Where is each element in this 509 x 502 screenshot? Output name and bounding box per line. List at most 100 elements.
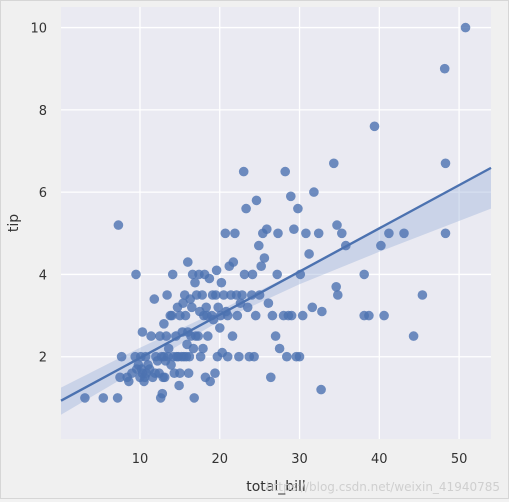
scatter-point-107 (222, 310, 233, 321)
scatter-point-45 (166, 360, 176, 370)
scatter-point-83 (198, 343, 208, 354)
scatter-point-40 (161, 331, 172, 341)
scatter-point-166 (341, 240, 351, 251)
scatter-point-59 (178, 298, 188, 309)
scatter-point-131 (256, 261, 266, 272)
scatter-point-7 (124, 376, 134, 387)
watermark: https://blog.csdn.net/weixin_41940785 (265, 480, 500, 494)
scatter-point-74 (189, 393, 199, 403)
scatter-point-96 (211, 290, 221, 300)
scatter-point-94 (208, 314, 219, 325)
scatter-point-155 (304, 249, 314, 259)
scatter-point-159 (316, 384, 326, 395)
scatter-point-82 (197, 290, 207, 300)
scatter-point-156 (307, 302, 318, 313)
scatter-point-87 (201, 302, 211, 313)
scatter-point-0 (80, 393, 90, 403)
scatter-point-180 (460, 22, 471, 33)
scatter-point-55 (175, 368, 185, 379)
scatter-point-10 (131, 269, 141, 280)
scatter-point-37 (159, 319, 169, 329)
scatter-point-65 (183, 257, 193, 267)
scatter-point-75 (190, 277, 200, 288)
scatter-point-108 (222, 351, 233, 362)
scatter-point-121 (241, 203, 251, 214)
scatter-point-17 (137, 327, 148, 337)
scatter-point-1 (98, 393, 109, 403)
grid-lines (61, 7, 491, 439)
scatter-point-154 (301, 228, 311, 239)
scatter-point-5 (116, 351, 127, 362)
scatter-point-68 (184, 351, 195, 362)
scatter-point-148 (289, 224, 299, 234)
scatter-point-100 (215, 323, 225, 333)
scatter-point-127 (250, 310, 261, 321)
scatter-point-38 (159, 372, 170, 383)
scatter-point-138 (270, 331, 281, 341)
x-tick-label-2: 30 (291, 452, 308, 467)
scatter-point-78 (193, 331, 203, 341)
scatter-point-104 (218, 290, 229, 300)
scatter-point-137 (267, 310, 278, 321)
scatter-point-172 (379, 310, 389, 321)
scatter-point-175 (408, 331, 419, 341)
x-tick-label-0: 10 (132, 452, 149, 467)
scatter-point-171 (376, 240, 386, 251)
y-axis-label: tip (6, 214, 22, 232)
scatter-point-116 (234, 351, 244, 362)
scatter-point-117 (235, 298, 246, 309)
scatter-point-167 (359, 269, 370, 280)
scatter-point-143 (280, 166, 291, 177)
scatter-point-163 (332, 220, 342, 230)
x-axis-label: total_bill (246, 479, 306, 495)
scatter-point-3 (113, 220, 124, 230)
scatter-point-173 (384, 228, 394, 239)
scatter-point-113 (230, 228, 240, 239)
scatter-point-95 (210, 368, 220, 379)
confidence-band (61, 167, 491, 415)
scatter-point-152 (295, 269, 306, 280)
scatter-point-135 (263, 298, 274, 309)
scatter-point-91 (205, 376, 215, 387)
scatter-point-133 (259, 253, 270, 263)
x-tick-label-4: 50 (451, 452, 468, 467)
scatter-point-139 (272, 269, 283, 280)
scatter-point-120 (239, 269, 250, 280)
scatter-point-140 (273, 228, 283, 239)
scatter-point-147 (286, 310, 297, 321)
scatter-point-176 (417, 290, 428, 300)
scatter-point-179 (440, 228, 451, 239)
scatter-point-162 (331, 282, 342, 292)
x-tick-label-3: 40 (371, 452, 388, 467)
scatter-point-71 (187, 302, 197, 313)
scatter-point-24 (146, 331, 156, 341)
scatter-point-2 (112, 393, 123, 403)
scatter-point-161 (329, 158, 339, 169)
scatter-point-54 (174, 380, 184, 391)
scatter-point-62 (180, 310, 191, 321)
scatter-point-174 (399, 228, 409, 239)
y-tick-label-2: 6 (39, 186, 47, 201)
scatter-point-124 (246, 290, 257, 300)
y-tick-label-0: 2 (39, 351, 47, 366)
scatter-point-126 (249, 351, 259, 362)
y-tick-labels: 2 4 6 8 10 (30, 22, 47, 366)
scatter-point-169 (364, 310, 374, 321)
scatter-point-164 (333, 290, 343, 300)
scatter-point-125 (247, 269, 258, 280)
scatter-point-146 (286, 191, 296, 202)
scatter-point-81 (195, 351, 206, 362)
scatter-point-130 (254, 290, 265, 300)
scatter-point-105 (220, 228, 231, 239)
scatter-point-46 (167, 310, 177, 321)
scatter-point-112 (228, 257, 239, 267)
scatter-point-158 (313, 228, 324, 239)
scatter-point-157 (309, 187, 319, 197)
scatter-point-119 (238, 166, 249, 177)
x-tick-labels: 10 20 30 40 50 (132, 452, 468, 467)
scatter-point-151 (294, 351, 305, 362)
scatter-point-118 (237, 290, 247, 300)
regression-line (60, 166, 492, 402)
scatter-point-141 (274, 343, 285, 354)
